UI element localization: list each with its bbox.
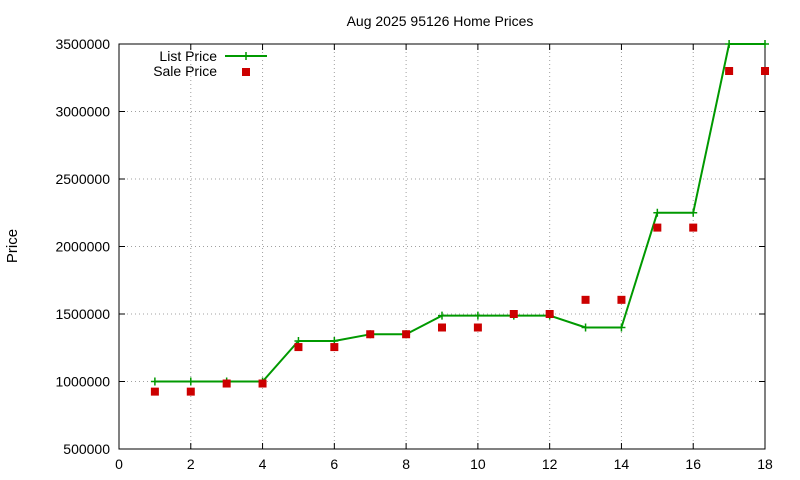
y-axis-label: Price (4, 229, 21, 263)
x-tick-label: 6 (330, 456, 338, 472)
sale-price-point (545, 310, 554, 318)
x-tick-label: 0 (115, 456, 123, 472)
y-tick-label: 3500000 (55, 36, 110, 52)
sale-price-point (581, 295, 590, 304)
x-tick-label: 4 (259, 456, 267, 472)
list-price-point (653, 208, 662, 217)
list-price-point (581, 323, 590, 332)
x-tick-label: 8 (402, 456, 410, 472)
data-series (150, 40, 769, 396)
sale-price-point (294, 343, 303, 352)
list-price-line (154, 43, 765, 383)
sale-price-point (402, 330, 411, 339)
axis-ticks: 500000 1000000 1500000 2000000 2500000 300000… (55, 36, 773, 472)
x-tick-label: 18 (757, 456, 773, 472)
list-price-point (689, 208, 698, 217)
x-tick-label: 16 (685, 456, 701, 472)
y-tick-label: 2500000 (55, 171, 110, 187)
list-price-point (438, 311, 446, 320)
x-tick-label: 12 (542, 456, 558, 472)
sale-price-point (222, 379, 231, 388)
sale-price-point (509, 310, 518, 318)
y-tick-label: 2000000 (55, 239, 110, 255)
list-price-point (617, 323, 626, 332)
list-price-point (473, 311, 482, 320)
sale-price-point (150, 387, 159, 396)
sale-price-point (438, 323, 446, 332)
sale-price-point (258, 379, 267, 388)
sale-price-point (689, 223, 698, 232)
y-tick-label: 3000000 (55, 104, 110, 120)
sale-price-point (330, 343, 339, 352)
legend-sale-price-label: Sale Price (153, 63, 217, 79)
y-tick-label: 500000 (63, 441, 110, 457)
list-price-point (725, 40, 734, 48)
sale-price-point (473, 323, 482, 332)
sale-price-point (617, 295, 626, 304)
sale-price-point (366, 330, 375, 339)
legend-list-price-label: List Price (159, 48, 217, 64)
y-tick-label: 1500000 (55, 306, 110, 322)
list-price-point (150, 377, 159, 386)
legend-list-price-marker (242, 52, 250, 60)
sale-price-point (761, 67, 769, 75)
list-price-point (761, 40, 769, 48)
x-tick-label: 10 (470, 456, 486, 472)
legend-sale-price-marker (242, 68, 250, 76)
x-tick-label: 2 (187, 456, 195, 472)
list-price-point (186, 377, 195, 386)
sale-price-point (725, 67, 734, 75)
x-tick-label: 14 (614, 456, 630, 472)
chart-title: Aug 2025 95126 Home Prices (347, 13, 534, 29)
y-tick-label: 1000000 (55, 374, 110, 390)
sale-price-point (653, 223, 662, 232)
sale-price-point (186, 387, 195, 396)
